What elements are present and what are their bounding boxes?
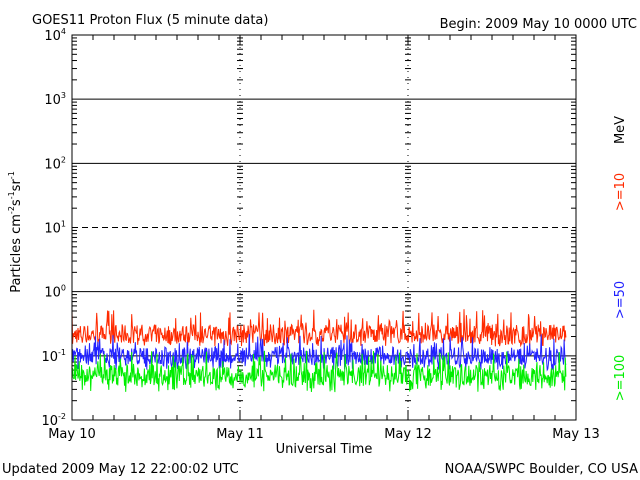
legend-label: >=100 (613, 355, 628, 402)
x-tick-label: May 13 (552, 427, 600, 442)
y-label-part: sr (9, 179, 24, 192)
y-tick-label: 101 (44, 220, 66, 237)
y-label-part: s (9, 199, 24, 206)
x-tick-label: May 12 (384, 427, 432, 442)
updated-text: Updated 2009 May 12 22:00:02 UTC (2, 462, 239, 477)
y-tick-label: 10-1 (41, 348, 66, 365)
gridlines (71, 35, 577, 420)
series-layer (71, 309, 567, 393)
x-tick-label: May 11 (216, 427, 264, 442)
series-line (71, 309, 567, 348)
unit-label: MeV (613, 116, 628, 144)
legend: >=10 >=50 >=100 (613, 173, 628, 401)
y-tick-label: 103 (44, 91, 66, 108)
y-tick-label: 104 (44, 27, 66, 44)
y-axis-label: Particles cm-2s-1sr-1 (7, 171, 24, 293)
begin-time: Begin: 2009 May 10 0000 UTC (440, 17, 637, 32)
y-label-exp: -1 (7, 171, 16, 179)
x-tick-labels: May 10 May 11 May 12 May 13 (48, 427, 600, 442)
series-line (71, 333, 567, 372)
chart-title: GOES11 Proton Flux (5 minute data) (32, 13, 268, 28)
series-line (71, 350, 567, 393)
y-label-exp: -2 (7, 206, 16, 214)
plot-frame (71, 34, 577, 421)
y-tick-labels: 10-2 10-1 100 101 102 103 104 (41, 27, 66, 429)
y-tick-label: 100 (44, 284, 66, 301)
x-axis-label: Universal Time (276, 442, 373, 457)
y-tick-label: 102 (44, 155, 66, 172)
x-tick-label: May 10 (48, 427, 96, 442)
y-label-exp: -1 (7, 191, 16, 199)
y-tick-label: 10-2 (41, 412, 66, 429)
y-label-part: Particles cm (9, 214, 24, 293)
legend-label: >=50 (613, 281, 628, 319)
credit-text: NOAA/SWPC Boulder, CO USA (445, 462, 638, 477)
legend-label: >=10 (613, 173, 628, 211)
